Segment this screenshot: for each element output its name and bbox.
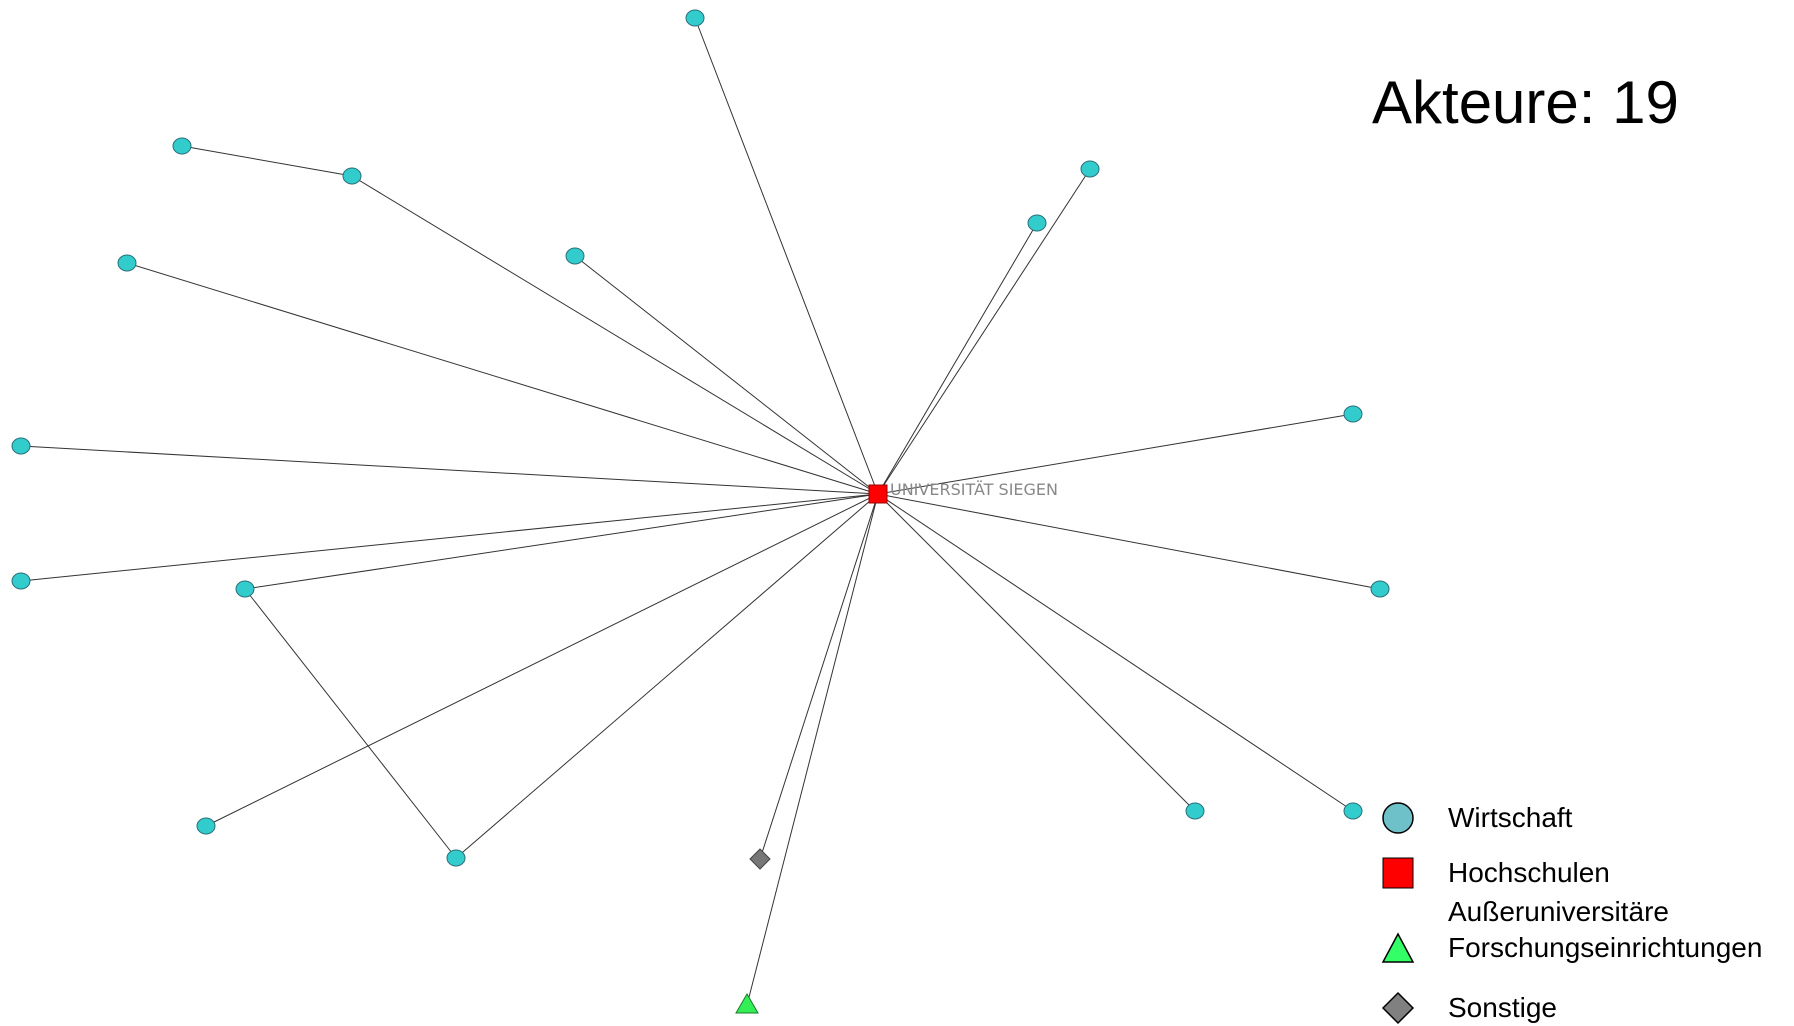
- edge-center-n5: [574, 255, 879, 495]
- circle-icon: [1382, 802, 1414, 834]
- edge-center-n7: [877, 222, 1038, 495]
- node-sonstige: [749, 848, 771, 870]
- node-wirtschaft: [685, 9, 705, 27]
- node-wirtschaft: [1080, 160, 1100, 178]
- edge-center-n8: [20, 445, 879, 495]
- node-wirtschaft: [235, 580, 255, 598]
- node-wirtschaft: [117, 254, 137, 272]
- node-wirtschaft: [1343, 405, 1363, 423]
- edge-center-n15: [877, 493, 1196, 812]
- edges: [20, 17, 1381, 1006]
- legend-label-hochschulen: Hochschulen: [1448, 857, 1610, 888]
- edge-n2-n3: [181, 145, 353, 177]
- node-wirtschaft: [1343, 802, 1363, 820]
- node-wirtschaft: [342, 167, 362, 185]
- node-hochschule-center: [868, 484, 888, 504]
- node-wirtschaft: [565, 247, 585, 265]
- node-forschung: [735, 993, 759, 1014]
- edge-center-n10: [20, 493, 879, 582]
- node-wirtschaft: [1370, 580, 1390, 598]
- edge-center-n4: [126, 262, 879, 495]
- node-wirtschaft: [1027, 214, 1047, 232]
- legend-label-wirtschaft: Wirtschaft: [1448, 802, 1573, 833]
- center-label-backing: [964, 480, 1058, 499]
- node-wirtschaft: [196, 817, 216, 835]
- edge-center-n17: [759, 493, 879, 860]
- nodes: [11, 9, 1390, 1014]
- edge-center-n11: [244, 493, 879, 590]
- node-wirtschaft: [1185, 802, 1205, 820]
- node-wirtschaft: [446, 849, 466, 867]
- edge-center-n13: [205, 493, 879, 827]
- legend-label-sonstige: Sonstige: [1448, 992, 1557, 1023]
- center-node-label: UNIVERSITÄT SIEGEN: [890, 480, 1058, 499]
- legend-label-forschung-line2: Forschungseinrichtungen: [1448, 932, 1763, 963]
- edge-center-n9: [877, 413, 1354, 495]
- node-wirtschaft: [172, 137, 192, 155]
- node-wirtschaft: [11, 572, 31, 590]
- edge-n11-n14: [244, 588, 457, 859]
- edge-center-n3: [351, 175, 879, 495]
- edge-center-n6: [877, 168, 1091, 495]
- square-icon: [1382, 857, 1414, 889]
- triangle-icon: [1381, 932, 1415, 963]
- edge-center-n16: [877, 493, 1354, 812]
- edge-center-n1: [694, 17, 879, 495]
- diamond-icon: [1381, 991, 1415, 1025]
- edge-center-n12: [877, 493, 1381, 590]
- legend-label-forschung: Außeruniversitäre: [1448, 896, 1669, 927]
- edge-center-n18: [746, 493, 879, 1006]
- actor-count-title: Akteure: 19: [1372, 69, 1679, 136]
- edge-center-n14: [455, 493, 879, 859]
- node-wirtschaft: [11, 437, 31, 455]
